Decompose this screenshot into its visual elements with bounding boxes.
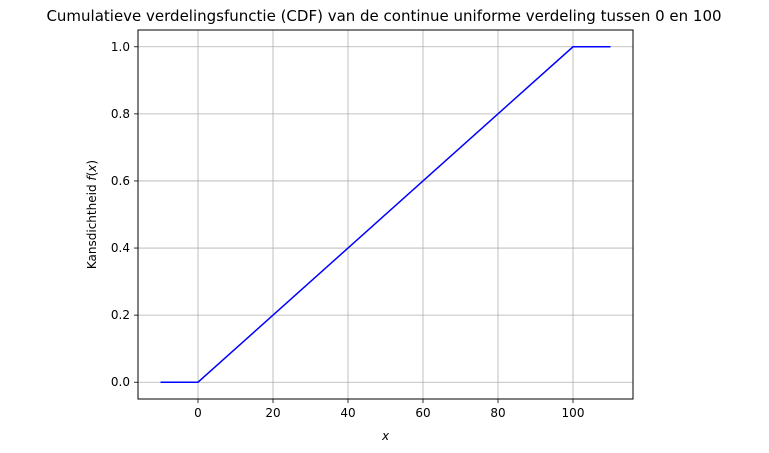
grid xyxy=(138,30,633,399)
y-axis-label-var: x xyxy=(85,164,99,173)
x-tick-label: 20 xyxy=(265,406,280,420)
y-axis-label-func: f xyxy=(85,175,99,181)
y-ticks: 0.0 0.2 0.4 0.6 0.8 1.0 xyxy=(111,40,138,389)
cdf-line xyxy=(160,46,611,383)
y-axis-label: Kansdichtheid f(x) xyxy=(85,160,99,269)
x-ticks: 0 20 40 60 80 100 xyxy=(194,399,584,420)
x-tick-label: 60 xyxy=(415,406,430,420)
y-axis-label-prefix: Kansdichtheid xyxy=(85,181,99,269)
y-axis-label-open: ( xyxy=(85,172,99,177)
y-tick-label: 0.2 xyxy=(111,308,130,322)
chart-title: Cumulatieve verdelingsfunctie (CDF) van … xyxy=(46,7,721,25)
plot-lines xyxy=(160,46,611,383)
y-tick-label: 0.8 xyxy=(111,107,130,121)
x-tick-label: 80 xyxy=(490,406,505,420)
y-tick-label: 0.6 xyxy=(111,174,130,188)
x-tick-label: 100 xyxy=(562,406,585,420)
axes-frame xyxy=(137,29,634,400)
y-axis-label-close: ) xyxy=(85,160,99,165)
x-axis-label: x xyxy=(381,429,390,443)
y-tick-label: 0.0 xyxy=(111,375,130,389)
x-tick-label: 40 xyxy=(340,406,355,420)
y-tick-label: 0.4 xyxy=(111,241,130,255)
x-tick-label: 0 xyxy=(194,406,202,420)
y-tick-label: 1.0 xyxy=(111,40,130,54)
